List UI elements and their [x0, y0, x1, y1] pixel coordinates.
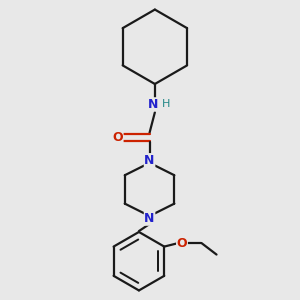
Text: N: N [144, 212, 155, 225]
Text: N: N [148, 98, 158, 111]
Text: O: O [177, 236, 187, 250]
Text: H: H [162, 99, 171, 110]
Text: O: O [112, 131, 123, 144]
Text: N: N [144, 154, 155, 167]
